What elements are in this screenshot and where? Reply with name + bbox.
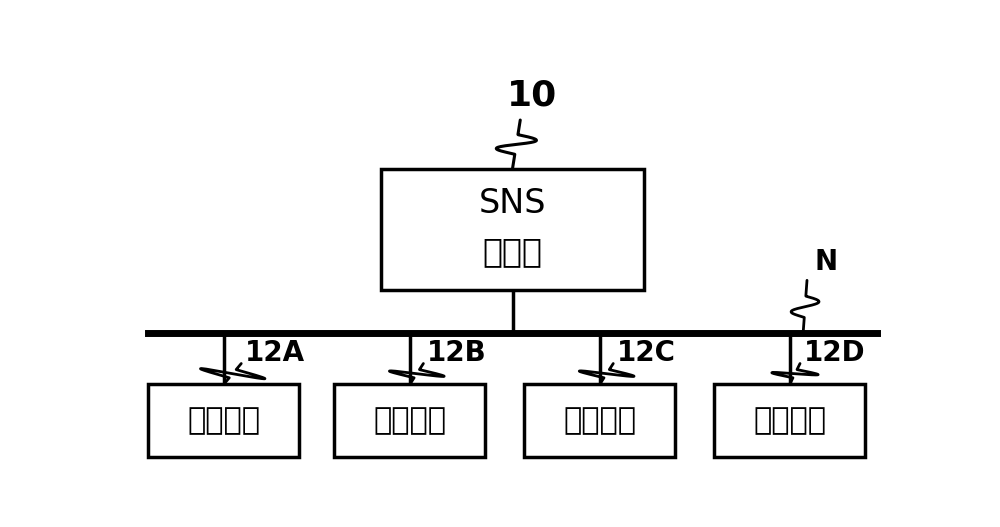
- Text: 12A: 12A: [245, 339, 305, 367]
- Text: 终端装置: 终端装置: [187, 406, 260, 435]
- Text: 终端装置: 终端装置: [563, 406, 636, 435]
- Text: 服务器: 服务器: [482, 236, 542, 268]
- Text: 12B: 12B: [427, 339, 487, 367]
- Bar: [381, 169, 644, 290]
- Text: 终端装置: 终端装置: [753, 406, 826, 435]
- Text: N: N: [815, 248, 838, 276]
- Text: 12D: 12D: [804, 339, 866, 367]
- Bar: [148, 384, 299, 457]
- Bar: [334, 384, 485, 457]
- Bar: [714, 384, 865, 457]
- Text: 10: 10: [507, 79, 557, 113]
- Bar: [524, 384, 675, 457]
- Text: 12C: 12C: [617, 339, 676, 367]
- Text: SNS: SNS: [479, 187, 546, 220]
- Text: 终端装置: 终端装置: [373, 406, 446, 435]
